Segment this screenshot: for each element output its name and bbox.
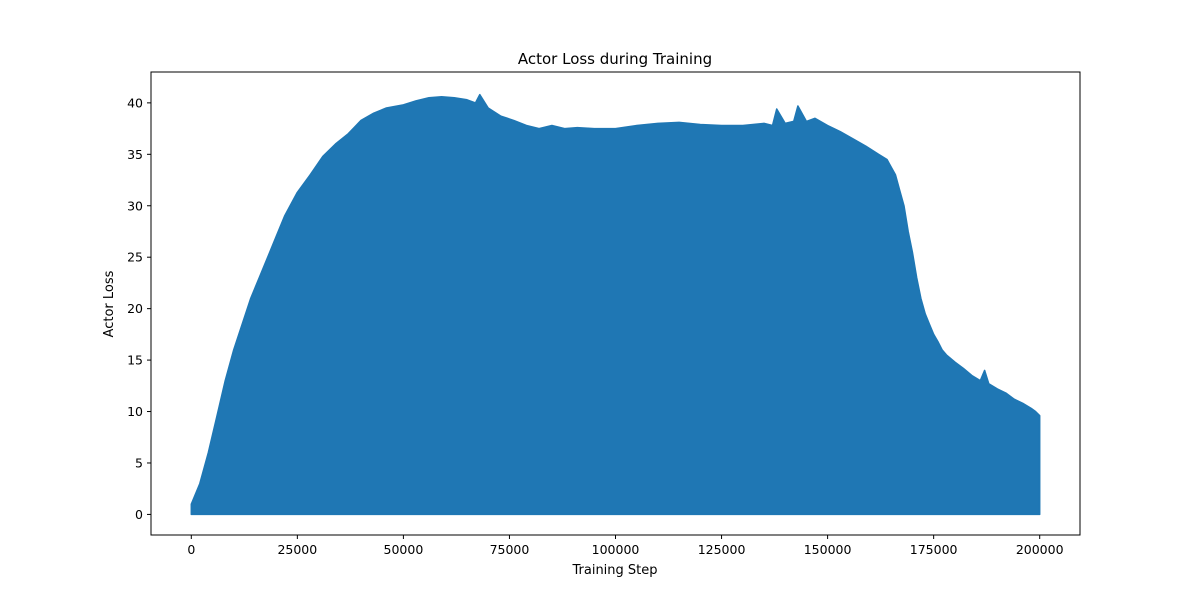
y-tick-label: 5	[135, 455, 143, 470]
chart-title: Actor Loss during Training	[518, 50, 712, 68]
x-tick-label: 175000	[910, 542, 958, 557]
loss-area	[190, 93, 1041, 516]
y-tick-label: 20	[127, 301, 143, 316]
x-tick-label: 50000	[384, 542, 424, 557]
x-tick-label: 25000	[277, 542, 317, 557]
y-tick-label: 35	[127, 147, 143, 162]
x-tick-label: 75000	[490, 542, 530, 557]
x-tick-label: 0	[187, 542, 195, 557]
y-axis: 0 5 10 15 20 25 30 35 40	[127, 95, 151, 522]
x-axis-label: Training Step	[571, 563, 657, 578]
y-tick-label: 40	[127, 95, 143, 110]
y-tick-label: 25	[127, 250, 143, 265]
y-tick-label: 15	[127, 353, 143, 368]
y-tick-label: 0	[135, 507, 143, 522]
y-tick-label: 10	[127, 404, 143, 419]
x-tick-label: 125000	[698, 542, 746, 557]
x-tick-label: 100000	[592, 542, 640, 557]
y-axis-label: Actor Loss	[102, 270, 117, 337]
x-axis: 0 25000 50000 75000 100000 125000 150000 175000…	[187, 535, 1064, 557]
plot-area	[190, 93, 1041, 516]
x-tick-label: 200000	[1016, 542, 1064, 557]
x-tick-label: 150000	[804, 542, 852, 557]
y-tick-label: 30	[127, 198, 143, 213]
